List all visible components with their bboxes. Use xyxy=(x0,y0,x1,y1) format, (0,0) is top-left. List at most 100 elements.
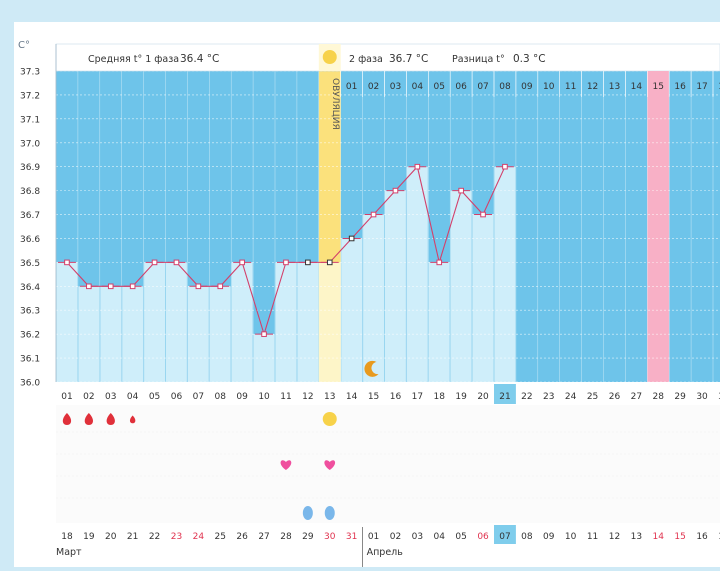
phase2-marked-cell xyxy=(647,71,670,97)
temperature-point xyxy=(414,163,421,170)
cycle-day-label: 17 xyxy=(412,392,423,402)
phase2-day-label: 18 xyxy=(718,82,720,92)
cycle-day-label: 14 xyxy=(346,392,358,402)
calendar-date-label: 16 xyxy=(696,532,708,542)
cycle-day-label: 23 xyxy=(543,392,554,402)
calendar-date-label: 09 xyxy=(543,532,555,542)
phase2-day-label: 15 xyxy=(653,82,664,92)
calendar-date-label: 04 xyxy=(434,532,446,542)
phase2-day-label: 01 xyxy=(346,82,357,92)
calendar-date-label: 06 xyxy=(477,532,489,542)
phase2-value: 36.7 °C xyxy=(389,53,428,65)
calendar-date-label: 20 xyxy=(105,532,117,542)
temperature-point xyxy=(173,259,180,266)
temperature-point xyxy=(195,283,202,290)
phase1-value: 36.4 °C xyxy=(180,53,219,65)
cycle-day-label: 29 xyxy=(674,392,686,402)
highlighted-day-cell xyxy=(494,384,516,404)
cycle-day-label: 27 xyxy=(631,392,642,402)
temperature-bar xyxy=(166,262,187,382)
calendar-date-label: 02 xyxy=(390,532,401,542)
cycle-day-label: 15 xyxy=(368,392,379,402)
cycle-day-label: 06 xyxy=(171,392,183,402)
temperature-point xyxy=(64,259,70,266)
y-tick-label: 36.7 xyxy=(20,211,40,221)
y-tick-label: 36.9 xyxy=(20,163,40,173)
calendar-date-label: 27 xyxy=(258,532,269,542)
cycle-day-label: 05 xyxy=(149,392,160,402)
calendar-date-label: 12 xyxy=(609,532,620,542)
calendar-date-label: 26 xyxy=(236,532,248,542)
y-tick-label: 36.3 xyxy=(20,307,40,317)
y-tick-label: 36.1 xyxy=(20,355,40,365)
y-tick-label: 37.2 xyxy=(20,91,40,101)
temperature-bar xyxy=(494,166,516,382)
cycle-day-label: 04 xyxy=(127,392,139,402)
y-tick-label: 37.0 xyxy=(20,139,40,149)
blue-drop-icon xyxy=(324,506,335,520)
moon-icon xyxy=(364,360,379,377)
cycle-day-label: 25 xyxy=(587,392,598,402)
y-unit-label: C° xyxy=(18,40,30,51)
calendar-date-label: 01 xyxy=(368,532,379,542)
temperature-point xyxy=(107,283,114,290)
month-label-april: Апрель xyxy=(367,547,404,558)
blue-drop-icon xyxy=(302,506,313,520)
cycle-day-label: 08 xyxy=(215,392,227,402)
calendar-date-label: 08 xyxy=(521,532,533,542)
cycle-day-label: 18 xyxy=(434,392,446,402)
cycle-day-label: 02 xyxy=(83,392,94,402)
temperature-point xyxy=(458,187,464,194)
heart-icon xyxy=(280,460,292,470)
cycle-day-label: 16 xyxy=(390,392,402,402)
cycle-day-label: 01 xyxy=(61,392,72,402)
header-row xyxy=(55,43,720,72)
heart-icon xyxy=(324,460,336,470)
calendar-date-label: 05 xyxy=(455,532,466,542)
phase2-day-label: 14 xyxy=(631,82,643,92)
temperature-point xyxy=(392,187,399,194)
temperature-bar xyxy=(428,262,450,382)
calendar-date-label: 29 xyxy=(302,532,314,542)
cycle-day-label: 30 xyxy=(696,392,708,402)
phase2-day-label: 17 xyxy=(696,82,707,92)
temperature-point xyxy=(326,259,333,266)
y-tick-label: 36.6 xyxy=(20,235,40,245)
y-tick-label: 36.5 xyxy=(20,259,40,269)
temperature-point xyxy=(151,259,158,266)
calendar-date-label: 07 xyxy=(499,532,510,542)
phase1-label: Средняя t° 1 фаза xyxy=(88,54,179,65)
cycle-day-label: 21 xyxy=(499,392,510,402)
y-tick-label: 37.1 xyxy=(20,115,40,125)
cycle-day-label: 12 xyxy=(302,392,313,402)
calendar-date-label: 18 xyxy=(61,532,73,542)
temperature-point xyxy=(283,259,289,266)
cycle-day-label: 26 xyxy=(609,392,621,402)
ovulation-label: ОВУЛЯЦИЯ xyxy=(330,78,340,130)
calendar-date-label: 13 xyxy=(631,532,642,542)
diff-value: 0.3 °C xyxy=(513,53,546,65)
cycle-day-label: 03 xyxy=(105,392,116,402)
calendar-date-label: 31 xyxy=(346,532,357,542)
calendar-date-label: 23 xyxy=(171,532,182,542)
cycle-day-label: 31 xyxy=(718,392,720,402)
phase2-day-label: 11 xyxy=(565,82,576,92)
cycle-day-label: 24 xyxy=(565,392,577,402)
calendar-date-label: 15 xyxy=(674,532,685,542)
blood-drop-icon xyxy=(129,415,136,424)
temperature-bar xyxy=(56,262,78,382)
calendar-date-label: 28 xyxy=(280,532,292,542)
marked-day-band xyxy=(647,71,670,382)
phase2-day-label: 12 xyxy=(587,82,598,92)
cycle-day-label: 19 xyxy=(455,392,467,402)
phase2-day-label: 10 xyxy=(543,82,555,92)
cycle-day-label: 07 xyxy=(193,392,204,402)
calendar-date-label: 24 xyxy=(193,532,205,542)
markers-area xyxy=(56,405,720,523)
calendar-date-label: 19 xyxy=(83,532,95,542)
temperature-point xyxy=(348,235,355,242)
temperature-bar xyxy=(341,238,363,382)
calendar-date-label: 10 xyxy=(565,532,577,542)
